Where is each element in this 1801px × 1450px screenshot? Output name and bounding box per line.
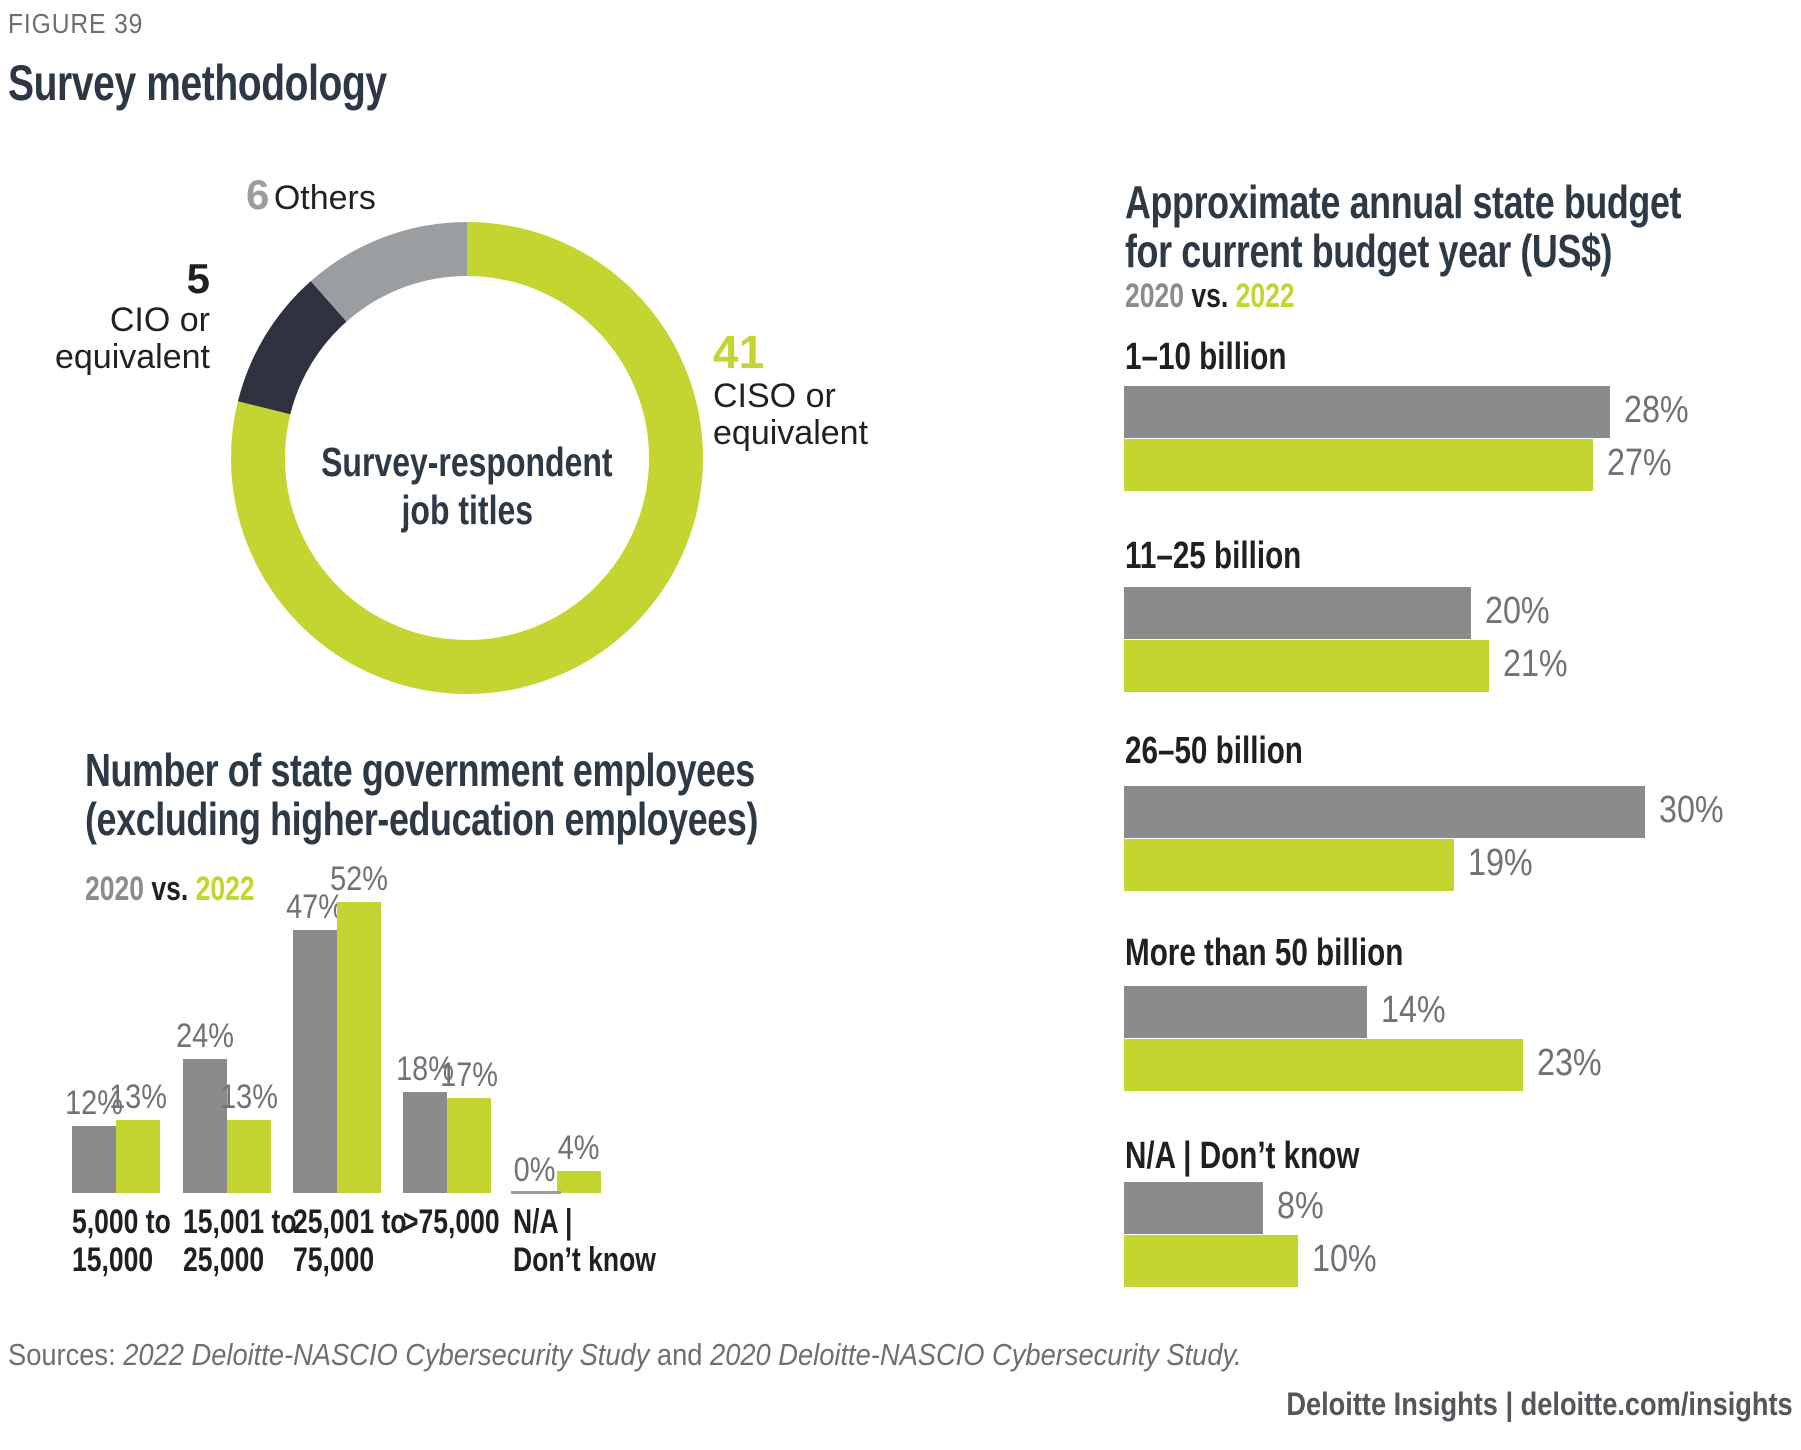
- bar-2022: [116, 1120, 160, 1193]
- figure-number-label: FIGURE 39: [8, 8, 144, 39]
- category-label: 11–25 billion: [1125, 535, 1302, 577]
- value-label-2020: 0%: [514, 1151, 556, 1189]
- page-title: Survey methodology: [8, 55, 387, 111]
- category-label: 15,001 to 25,000: [183, 1203, 297, 1279]
- bar-2020: [1124, 1182, 1263, 1234]
- value-label-2022: 10%: [1312, 1238, 1377, 1280]
- ciso-text-line2: equivalent: [713, 414, 869, 452]
- bar-2020: [403, 1092, 447, 1193]
- value-label-2022: 21%: [1503, 643, 1568, 685]
- zero-baseline-tick: [511, 1191, 561, 1194]
- value-label-2022: 27%: [1607, 442, 1672, 484]
- donut-label-others: 6 Others: [246, 172, 376, 218]
- legend-vs: vs.: [1191, 277, 1229, 315]
- budget-chart-legend: 2020 vs. 2022: [1125, 277, 1342, 316]
- employees-chart-title: Number of state government employees (ex…: [85, 744, 759, 845]
- value-label-2022: 19%: [1468, 842, 1533, 884]
- sources-note: Sources: 2022 Deloitte-NASCIO Cybersecur…: [8, 1337, 1410, 1373]
- donut-label-cio: 5 CIO or equivalent: [30, 256, 210, 376]
- category-label: 5,000 to 15,000: [72, 1203, 171, 1279]
- bar-2022: [447, 1098, 491, 1193]
- ciso-text-line1: CISO or: [713, 377, 836, 415]
- legend-2022: 2022: [195, 870, 255, 908]
- others-text: Others: [273, 179, 376, 217]
- category-label: 25,001 to 75,000: [293, 1203, 407, 1279]
- bar-2022: [1124, 439, 1593, 491]
- legend-2020: 2020: [1125, 277, 1184, 315]
- bar-2020: [1124, 587, 1471, 639]
- value-label-2022: 52%: [330, 860, 388, 898]
- value-label-2020: 24%: [176, 1017, 234, 1055]
- category-label: >75,000: [403, 1203, 500, 1241]
- value-label-2020: 12%: [65, 1084, 123, 1122]
- value-label-2022: 17%: [440, 1056, 498, 1094]
- deloitte-insights-footer: Deloitte Insights | deloitte.com/insight…: [1286, 1386, 1793, 1422]
- donut-ring: [231, 222, 703, 694]
- value-label-2020: 20%: [1485, 590, 1550, 632]
- donut-segment-others: [231, 222, 703, 694]
- category-label: 1–10 billion: [1125, 336, 1287, 378]
- bar-2022: [1124, 640, 1489, 692]
- donut-center-label: Survey-respondent job titles: [321, 439, 613, 533]
- value-label-2022: 23%: [1537, 1042, 1602, 1084]
- bar-2022: [227, 1120, 271, 1193]
- legend-2020: 2020: [85, 870, 144, 908]
- sources-study-2022: 2022 Deloitte-NASCIO Cybersecurity Study: [123, 1337, 650, 1372]
- value-label-2020: 8%: [1277, 1185, 1324, 1227]
- value-label-2022: 4%: [558, 1129, 600, 1167]
- category-label: N/A | Don’t know: [513, 1203, 656, 1279]
- budget-chart-title: Approximate annual state budget for curr…: [1125, 176, 1682, 277]
- legend-2022: 2022: [1235, 277, 1295, 315]
- bar-2022: [1124, 839, 1454, 891]
- legend-vs: vs.: [151, 870, 189, 908]
- bar-2020: [1124, 786, 1645, 838]
- employees-chart-legend: 2020 vs. 2022: [85, 870, 302, 909]
- value-label-2022: 13%: [109, 1078, 167, 1116]
- cio-count: 5: [186, 255, 210, 302]
- cio-text-line1: CIO or: [109, 301, 210, 339]
- ciso-count: 41: [713, 326, 765, 378]
- sources-connector: and: [649, 1337, 711, 1372]
- bar-2022: [1124, 1039, 1523, 1091]
- sources-study-2020: 2020 Deloitte-NASCIO Cybersecurity Study…: [710, 1337, 1242, 1372]
- value-label-2020: 18%: [396, 1050, 454, 1088]
- bar-2022: [557, 1171, 601, 1193]
- others-count: 6: [246, 171, 270, 218]
- value-label-2020: 47%: [286, 888, 344, 926]
- category-label: 26–50 billion: [1125, 730, 1303, 772]
- value-label-2020: 30%: [1659, 789, 1724, 831]
- donut-label-ciso: 41 CISO or equivalent: [713, 326, 868, 452]
- bar-2020: [1124, 986, 1367, 1038]
- bar-2022: [337, 902, 381, 1193]
- bar-2020: [72, 1126, 116, 1193]
- value-label-2022: 13%: [220, 1078, 278, 1116]
- sources-prefix: Sources:: [8, 1337, 124, 1372]
- bar-2020: [293, 930, 337, 1193]
- bar-2020: [1124, 386, 1610, 438]
- bar-2020: [183, 1059, 227, 1193]
- bar-2022: [1124, 1235, 1298, 1287]
- cio-text-line2: equivalent: [54, 338, 210, 376]
- category-label: More than 50 billion: [1125, 932, 1404, 974]
- value-label-2020: 14%: [1381, 989, 1446, 1031]
- value-label-2020: 28%: [1624, 389, 1689, 431]
- category-label: N/A | Don’t know: [1125, 1135, 1360, 1177]
